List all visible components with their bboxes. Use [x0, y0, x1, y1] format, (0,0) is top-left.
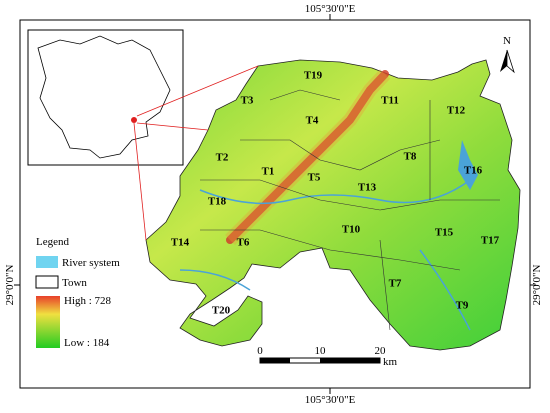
- legend-label: Town: [62, 277, 87, 289]
- town-label: T17: [481, 235, 500, 247]
- town-label: T16: [464, 165, 483, 177]
- coord-label: 29°0'0"N: [531, 265, 543, 306]
- town-label: T3: [241, 95, 254, 107]
- town-label: T13: [358, 182, 377, 194]
- legend-swatch: [36, 256, 58, 268]
- river: [179, 179, 471, 331]
- inset-location: [131, 117, 137, 123]
- town-label: T12: [447, 105, 466, 117]
- scale-unit: km: [383, 356, 398, 368]
- ridge-halo: [225, 69, 391, 245]
- legend-label: High : 728: [64, 295, 112, 307]
- town-label: T10: [342, 224, 361, 236]
- north-arrow: [506, 49, 515, 74]
- town-label: T19: [304, 70, 323, 82]
- scale-label: 20: [375, 345, 387, 357]
- north-label: N: [503, 35, 511, 47]
- coord-label: 105°30'0"E: [305, 394, 356, 406]
- callout-line: [133, 122, 147, 241]
- town-label: T4: [306, 115, 319, 127]
- scale-label: 0: [257, 345, 263, 357]
- town-label: T7: [389, 278, 402, 290]
- town-label: T11: [381, 95, 399, 107]
- region: [145, 59, 521, 351]
- town-label: T20: [212, 305, 231, 317]
- callout-line: [136, 122, 209, 131]
- town-label: T14: [171, 237, 190, 249]
- town-label: T2: [216, 152, 229, 164]
- town-label: T18: [208, 196, 227, 208]
- inset-province: [37, 35, 171, 159]
- coord-label: 105°30'0"E: [305, 3, 356, 15]
- ridge: [226, 70, 389, 244]
- town-boundary: [200, 89, 500, 331]
- north-arrow: [500, 50, 507, 72]
- town-label: T1: [262, 166, 275, 178]
- town-label: T15: [435, 227, 454, 239]
- coord-label: 29°0'0"N: [4, 265, 16, 306]
- scale-bar: [260, 358, 290, 363]
- scale-label: 10: [315, 345, 327, 357]
- legend-label: Low : 184: [64, 337, 110, 349]
- legend-ramp: [36, 296, 60, 348]
- callout-line: [136, 65, 259, 117]
- town-label: T9: [456, 300, 469, 312]
- town-label: T6: [237, 237, 250, 249]
- legend-swatch: [35, 275, 59, 289]
- reservoir: [458, 140, 478, 190]
- legend-title: Legend: [36, 236, 69, 248]
- town-label: T5: [308, 172, 321, 184]
- scale-bar: [320, 358, 380, 363]
- town-label: T8: [404, 151, 417, 163]
- legend-label: River system: [62, 257, 120, 269]
